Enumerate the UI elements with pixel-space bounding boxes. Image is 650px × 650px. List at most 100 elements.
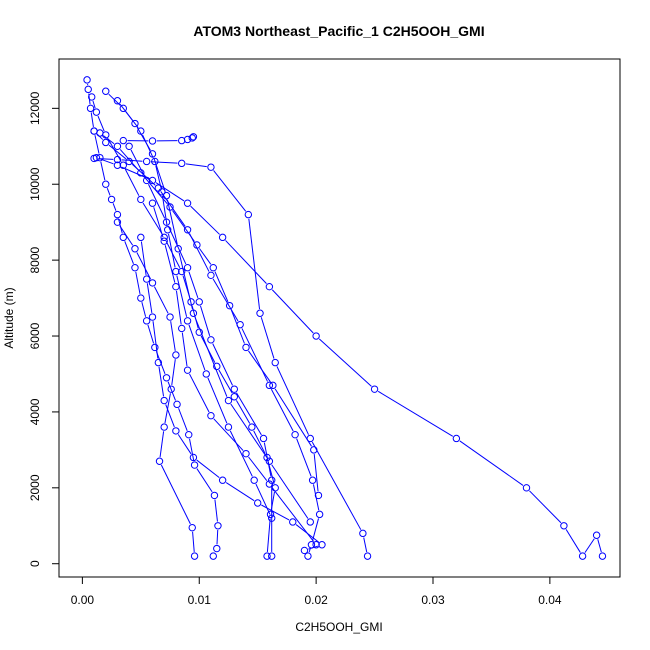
data-point [119, 233, 127, 242]
series-line-segment [271, 289, 314, 334]
data-point [148, 279, 157, 287]
data-point [265, 381, 274, 390]
series-line-segment [148, 184, 166, 219]
data-series [119, 133, 198, 145]
data-point [207, 412, 215, 420]
data-point [230, 393, 239, 401]
data-point [148, 313, 157, 321]
series-line-segment [142, 202, 163, 235]
series-line-segment [235, 400, 251, 424]
data-point [265, 282, 274, 291]
series-line-segment [236, 392, 262, 436]
data-point [137, 195, 145, 204]
data-point [113, 97, 122, 105]
data-point [113, 155, 122, 164]
plot-frame [58, 58, 621, 578]
series-line-segment [189, 373, 210, 413]
data-point [370, 385, 379, 393]
data-point [195, 298, 203, 306]
series-line-segment [121, 159, 143, 162]
series-line-segment [90, 112, 94, 128]
data-point [183, 226, 192, 234]
series-line-segment [167, 381, 176, 401]
series-line-segment [276, 366, 309, 435]
series-line-segment [253, 430, 266, 454]
series-line-segment [178, 252, 193, 310]
data-point [598, 552, 607, 560]
series-line-segment [218, 369, 233, 394]
data-point [102, 87, 110, 95]
data-point [268, 552, 276, 560]
data-point [269, 381, 277, 390]
data-point [291, 430, 299, 439]
data-point [148, 150, 157, 158]
data-point [107, 195, 116, 204]
series-line-segment [271, 464, 309, 519]
data-point [266, 510, 275, 519]
x-tick-label: 0.02 [304, 593, 328, 607]
data-point [162, 191, 171, 200]
data-point [174, 245, 182, 253]
series-line-segment [192, 531, 195, 552]
data-point [167, 385, 175, 393]
series-line-segment [164, 245, 176, 283]
data-point [173, 400, 181, 409]
data-series [92, 153, 607, 560]
data-point [86, 104, 95, 113]
data-point [131, 264, 139, 272]
series-line-segment [198, 248, 212, 265]
data-point [183, 317, 192, 325]
data-point [210, 491, 219, 500]
series-line-segment [188, 324, 206, 371]
data-point [207, 336, 215, 344]
x-tick-label: 0.01 [188, 593, 212, 607]
series-line-segment [94, 135, 100, 154]
series-layer [83, 76, 607, 560]
series-line-segment [213, 418, 244, 451]
series-line-segment [106, 187, 111, 196]
data-point [268, 476, 276, 484]
data-point [172, 427, 180, 435]
series-line-segment [100, 158, 114, 165]
data-point [224, 396, 233, 405]
data-point [148, 176, 157, 185]
data-point [183, 366, 192, 374]
series-line-segment [229, 430, 253, 477]
series-line-segment [213, 170, 247, 212]
data-point [125, 142, 133, 150]
data-point [312, 332, 320, 340]
data-point [178, 324, 186, 333]
series-line-segment [363, 537, 368, 553]
y-tick-label: 2000 [28, 474, 42, 501]
series-line-segment [212, 343, 233, 386]
series-line-segment [175, 290, 182, 325]
series-line-segment [119, 103, 133, 121]
data-series [96, 129, 323, 500]
data-series [83, 76, 222, 560]
data-point [304, 552, 312, 560]
data-point [265, 457, 274, 465]
data-point [188, 523, 196, 532]
series-line-segment [112, 203, 117, 211]
data-point [189, 309, 198, 317]
series-line-segment [147, 324, 155, 344]
series-line-segment [263, 442, 272, 477]
data-point [522, 484, 531, 492]
data-point [137, 233, 145, 242]
series-line-segment [248, 456, 268, 482]
data-point [207, 163, 215, 171]
data-series [148, 199, 320, 549]
data-point [96, 129, 104, 137]
data-point [113, 218, 122, 226]
data-series [125, 142, 276, 560]
data-point [314, 491, 323, 500]
series-line-segment [261, 504, 290, 521]
series-line-segment [377, 390, 454, 437]
series-line-segment [124, 241, 134, 264]
data-point [113, 161, 122, 169]
data-point [218, 476, 227, 484]
data-point [213, 544, 221, 553]
y-axis-label: Altitude (m) [2, 287, 16, 348]
data-point [148, 137, 157, 145]
